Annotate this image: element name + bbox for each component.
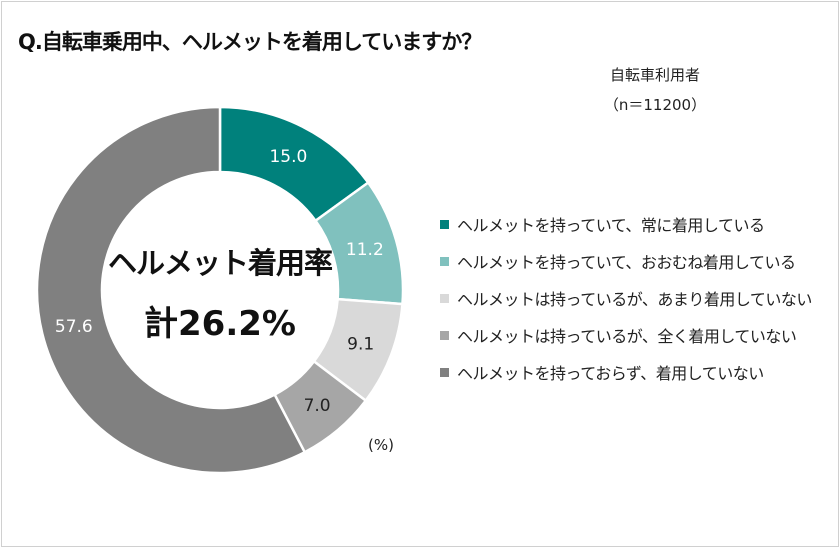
legend-label: ヘルメットは持っているが、全く着用していない [457,327,797,346]
sample-size-label: （n＝11200） [603,96,707,114]
center-label-total: 計26.2% [144,304,296,344]
legend-label: ヘルメットを持っていて、おおむね着用している [457,253,796,272]
legend-swatch [440,219,449,229]
center-label-title: ヘルメット着用率 [107,246,333,280]
legend-item: ヘルメットは持っているが、あまり着用していない [440,270,812,326]
data-label: 7.0 [304,396,331,416]
donut-slice [35,105,307,475]
legend-label: ヘルメットは持っているが、あまり着用していない [457,290,812,309]
unit-label: (%) [368,436,394,454]
legend-item: ヘルメットを持っておらず、着用していない [440,344,812,400]
legend-swatch [440,256,449,266]
legend: ヘルメットを持っていて、常に着用しているヘルメットを持っていて、おおむね着用して… [440,196,812,400]
legend-swatch [440,367,449,377]
legend-label: ヘルメットを持っておらず、着用していない [457,364,764,383]
respondents-label: 自転車利用者 [609,66,700,84]
data-label: 11.2 [346,240,384,260]
data-label: 15.0 [269,147,307,167]
chart-title: Q.自転車乗用中、ヘルメットを着用していますか？ [18,30,482,54]
legend-swatch [440,293,449,303]
legend-item: ヘルメットは持っているが、全く着用していない [440,307,812,363]
legend-item: ヘルメットを持っていて、おおむね着用している [440,233,812,289]
legend-label: ヘルメットを持っていて、常に着用している [457,216,765,235]
data-label: 57.6 [55,317,93,337]
data-label: 9.1 [347,334,374,354]
legend-swatch [440,330,449,340]
legend-item: ヘルメットを持っていて、常に着用している [440,196,812,252]
